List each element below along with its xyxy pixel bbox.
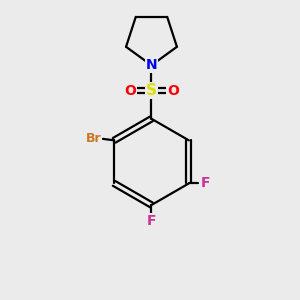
Text: N: N bbox=[146, 58, 157, 72]
Text: F: F bbox=[147, 214, 156, 228]
Text: S: S bbox=[146, 83, 157, 98]
Text: Br: Br bbox=[85, 132, 101, 146]
Text: F: F bbox=[200, 176, 210, 190]
Text: O: O bbox=[124, 84, 136, 98]
Text: O: O bbox=[167, 84, 179, 98]
